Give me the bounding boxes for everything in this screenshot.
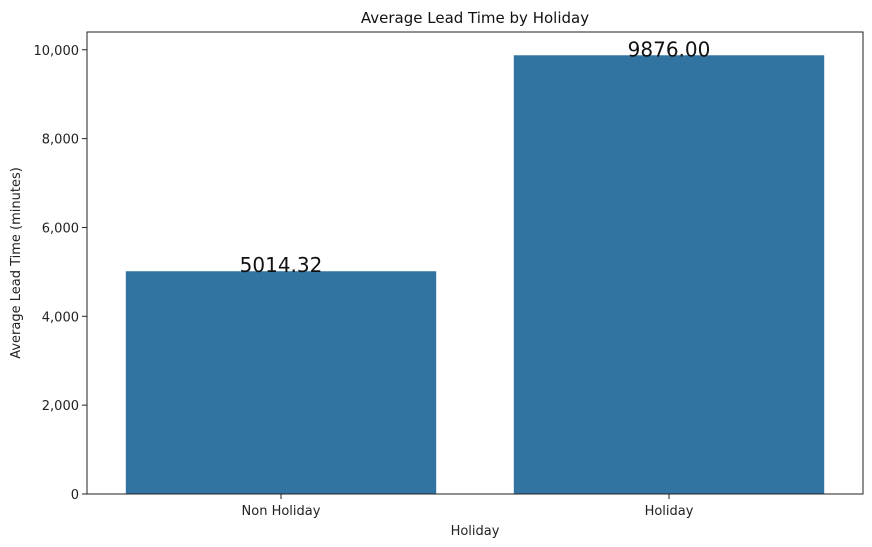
y-tick-label: 10,000 [34, 44, 80, 59]
y-tick-label: 6,000 [42, 221, 79, 236]
plot-frame [86, 31, 864, 495]
y-axis-label: Average Lead Time (minutes) [9, 167, 24, 359]
x-axis-label: Holiday [451, 524, 500, 539]
y-tick-label: 0 [71, 488, 79, 503]
data-label: 9876.00 [628, 37, 711, 61]
data-label: 5014.32 [240, 253, 323, 277]
x-tick-label: Holiday [645, 504, 694, 519]
chart-title: Average Lead Time by Holiday [361, 9, 589, 27]
bar-non-holiday [125, 271, 437, 494]
y-tick-label: 2,000 [42, 399, 79, 414]
bar-holiday [513, 55, 825, 495]
y-tick-label: 8,000 [42, 133, 79, 148]
y-tick-label: 4,000 [42, 310, 79, 325]
x-tick-label: Non Holiday [242, 504, 321, 519]
